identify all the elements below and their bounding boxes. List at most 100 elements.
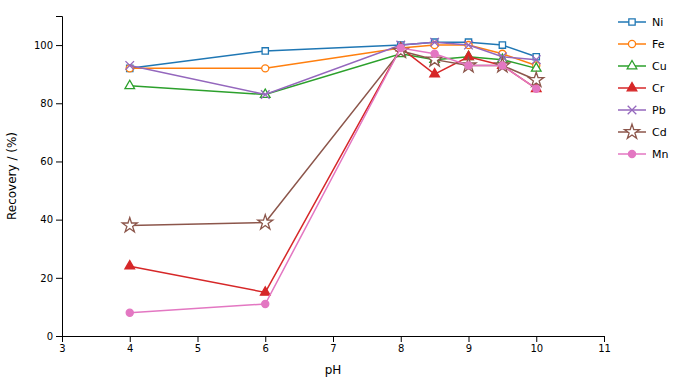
legend-label: Pb [652, 104, 666, 117]
x-tick-label: 4 [127, 343, 133, 354]
series-marker [430, 38, 439, 47]
y-tick: 20 [40, 273, 62, 284]
y-tick-mark [56, 278, 62, 279]
x-tick-label: 5 [195, 343, 201, 354]
series-marker [122, 218, 137, 232]
series-marker [533, 85, 540, 92]
x-tick: 7 [330, 336, 336, 354]
x-tick-mark [130, 336, 131, 342]
series-line [130, 42, 537, 94]
series-marker [431, 50, 438, 57]
x-tick-mark [536, 336, 537, 342]
legend-item: Cd [618, 124, 667, 139]
y-tick-mark [56, 220, 62, 221]
y-tick-label: 20 [40, 273, 53, 284]
series-marker [125, 80, 135, 88]
legend-label: Cr [652, 82, 665, 95]
x-tick: 4 [127, 336, 133, 354]
series-marker [464, 41, 473, 50]
legend-symbol [627, 82, 637, 90]
y-tick: 100 [34, 40, 62, 51]
y-tick-mark [56, 103, 62, 104]
legend-symbol [628, 150, 635, 157]
x-tick: 10 [530, 336, 543, 354]
series-marker [393, 43, 408, 57]
series-marker [125, 61, 134, 70]
series-marker [461, 58, 476, 72]
x-tick: 6 [263, 336, 269, 354]
x-tick: 3 [59, 336, 65, 354]
y-tick-label: 40 [40, 214, 53, 225]
chart: 3 4 5 6 7 8 9 10 11 0 20 40 60 80 100 pH Recovery / (%) N… [0, 0, 684, 384]
series-marker [397, 44, 404, 51]
y-tick-label: 0 [47, 331, 53, 342]
x-tick: 8 [398, 336, 404, 354]
y-tick: 40 [40, 214, 62, 225]
legend-symbol [624, 124, 639, 138]
legend-item: Fe [618, 38, 665, 51]
legend-label: Ni [652, 16, 663, 29]
series-marker [430, 69, 440, 77]
legend-item: Pb [618, 104, 666, 117]
x-tick-label: 10 [530, 343, 543, 354]
series-group [122, 38, 544, 316]
series-marker [126, 309, 133, 316]
y-tick: 80 [40, 98, 62, 109]
x-tick-mark [401, 336, 402, 342]
x-tick-label: 7 [330, 343, 336, 354]
x-tick-mark [198, 336, 199, 342]
legend-symbol [629, 19, 635, 25]
plot-area: 3 4 5 6 7 8 9 10 11 0 20 40 60 80 100 [34, 17, 611, 355]
series-line [130, 48, 537, 313]
legend-item: Mn [618, 148, 668, 161]
series-marker [465, 62, 472, 69]
series-marker [531, 63, 541, 71]
x-tick: 11 [598, 336, 611, 354]
x-tick-label: 8 [398, 343, 404, 354]
legend-item: Ni [618, 16, 663, 29]
y-tick-mark [56, 336, 62, 337]
x-axis-title: pH [325, 363, 342, 377]
series-line [130, 48, 537, 292]
y-tick-mark [56, 161, 62, 162]
legend-label: Fe [652, 38, 665, 51]
y-tick: 60 [40, 156, 62, 167]
legend-label: Cd [652, 126, 667, 139]
series-line [130, 51, 537, 226]
series-marker [262, 300, 269, 307]
x-tick-label: 9 [466, 343, 472, 354]
x-tick-label: 6 [263, 343, 269, 354]
x-tick-mark [469, 336, 470, 342]
y-axis-title: Recovery / (%) [5, 132, 19, 220]
legend-symbol [627, 60, 637, 68]
series-marker [499, 62, 506, 69]
y-tick-label: 60 [40, 156, 53, 167]
series-marker [258, 215, 273, 229]
x-tick: 9 [466, 336, 472, 354]
legend-label: Cu [652, 60, 667, 73]
series-marker [262, 48, 268, 54]
y-tick-mark [56, 45, 62, 46]
x-tick-mark [333, 336, 334, 342]
legend-item: Cu [618, 60, 667, 73]
series-marker [397, 44, 404, 51]
series-marker [499, 42, 505, 48]
series-marker [262, 65, 269, 72]
legend-label: Mn [652, 148, 668, 161]
series-line [130, 54, 537, 95]
series-marker [532, 55, 541, 64]
legend-item: Cr [618, 82, 665, 95]
series-line [130, 42, 537, 68]
legend-symbol [628, 106, 637, 115]
y-axis: 0 20 40 60 80 100 [34, 17, 63, 342]
y-tick: 0 [47, 331, 62, 342]
x-axis-line [63, 337, 605, 343]
y-tick-label: 100 [34, 40, 53, 51]
y-tick-label: 80 [40, 98, 53, 109]
x-axis: 3 4 5 6 7 8 9 10 11 [59, 336, 611, 354]
legend-symbol [628, 40, 635, 47]
x-tick-mark [604, 336, 605, 342]
x-tick-label: 3 [59, 343, 65, 354]
x-tick: 5 [195, 336, 201, 354]
legend: Ni Fe Cu Cr Pb Cd Mn [618, 16, 668, 161]
